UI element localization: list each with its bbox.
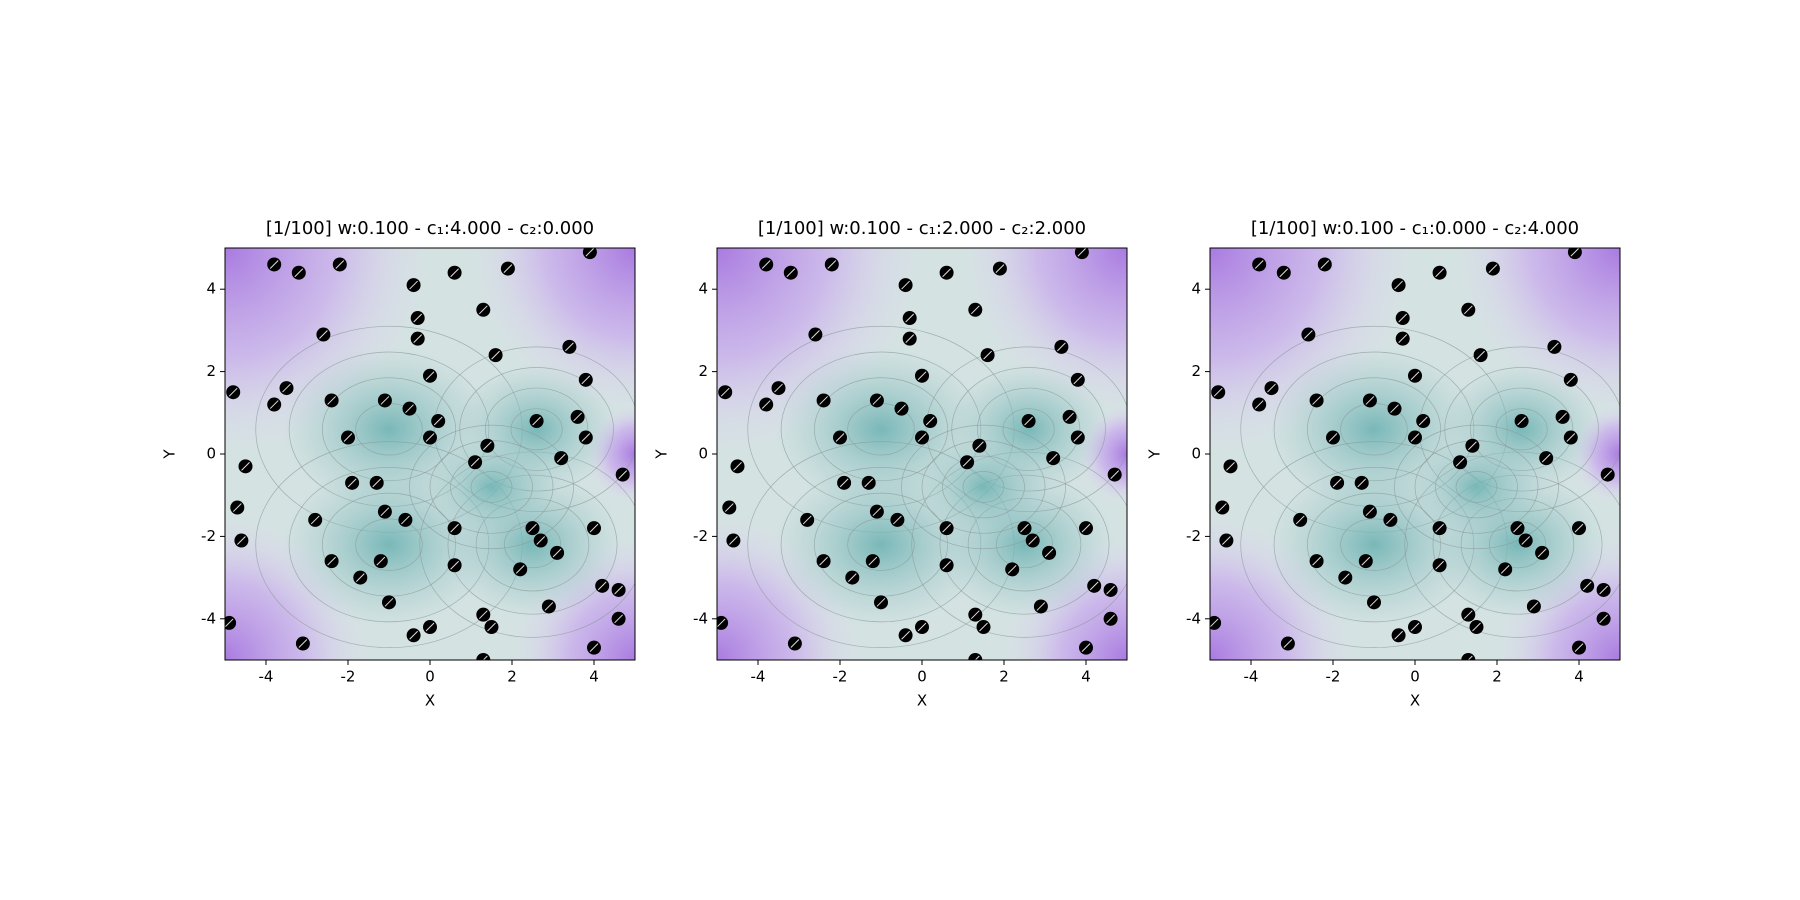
- x-tick-label: 0: [425, 668, 435, 686]
- x-tick-label: -4: [259, 668, 274, 686]
- landscape-high: [1456, 248, 1620, 413]
- x-tick-label: -2: [341, 668, 356, 686]
- y-tick-label: 0: [206, 445, 216, 463]
- contour-line: [355, 518, 423, 571]
- particle: [1461, 653, 1476, 660]
- y-tick-label: -2: [201, 527, 216, 545]
- contour-line: [450, 455, 533, 519]
- contour-line: [409, 424, 574, 550]
- x-tick-label: -4: [1244, 668, 1259, 686]
- x-axis-label: X: [1410, 692, 1420, 710]
- chart-title: [1/100] w:0.100 - c₁:4.000 - c₂:0.000: [266, 218, 594, 239]
- y-axis-label: Y: [1146, 449, 1164, 460]
- y-tick-label: -2: [693, 527, 708, 545]
- particle: [1567, 248, 1582, 260]
- contour-line: [1435, 455, 1518, 519]
- y-tick-label: 2: [698, 362, 708, 380]
- y-tick-label: 4: [698, 280, 708, 298]
- panel: [225, 248, 635, 660]
- landscape-high: [225, 515, 369, 660]
- landscape-low: [917, 437, 1050, 537]
- particle: [717, 615, 729, 630]
- y-tick-label: -4: [1186, 609, 1201, 627]
- particle: [225, 615, 237, 630]
- contour-line: [942, 455, 1025, 519]
- y-tick-label: -4: [201, 609, 216, 627]
- x-axis-label: X: [425, 692, 435, 710]
- particle: [582, 248, 597, 260]
- x-tick-label: 4: [589, 668, 599, 686]
- chart-title: [1/100] w:0.100 - c₁:0.000 - c₂:4.000: [1251, 218, 1579, 239]
- landscape-low: [425, 437, 558, 537]
- x-tick-label: -2: [833, 668, 848, 686]
- contour-line: [901, 424, 1066, 550]
- y-tick-label: 2: [206, 362, 216, 380]
- x-tick-label: -4: [751, 668, 766, 686]
- contour-line: [1455, 471, 1498, 503]
- panel: [717, 248, 1127, 660]
- y-tick-label: -4: [693, 609, 708, 627]
- landscape-high: [471, 248, 635, 413]
- contour-line: [510, 408, 563, 451]
- x-tick-label: 0: [1410, 668, 1420, 686]
- y-tick-label: 0: [1191, 445, 1201, 463]
- contour-line: [1340, 518, 1408, 571]
- panel: [1210, 248, 1620, 660]
- landscape-high: [1210, 515, 1354, 660]
- particle: [1210, 615, 1222, 630]
- contour-line: [962, 471, 1005, 503]
- x-tick-label: 2: [1492, 668, 1502, 686]
- particle: [1074, 248, 1089, 260]
- x-tick-label: 0: [917, 668, 927, 686]
- y-axis-label: Y: [653, 449, 671, 460]
- y-tick-label: -2: [1186, 527, 1201, 545]
- contour-line: [1002, 408, 1055, 451]
- landscape-high: [963, 248, 1127, 413]
- contour-line: [470, 471, 513, 503]
- contour-line: [1394, 424, 1559, 550]
- y-tick-label: 4: [206, 280, 216, 298]
- x-tick-label: 2: [507, 668, 517, 686]
- x-tick-label: 2: [999, 668, 1009, 686]
- particle: [968, 653, 983, 660]
- y-tick-label: 0: [698, 445, 708, 463]
- particle: [476, 653, 491, 660]
- landscape-high: [717, 515, 861, 660]
- x-axis-label: X: [917, 692, 927, 710]
- contour-line: [847, 518, 915, 571]
- landscape-low: [1410, 437, 1543, 537]
- chart-title: [1/100] w:0.100 - c₁:2.000 - c₂:2.000: [758, 218, 1086, 239]
- y-tick-label: 4: [1191, 280, 1201, 298]
- x-tick-label: 4: [1081, 668, 1091, 686]
- contour-line: [1495, 408, 1548, 451]
- y-tick-label: 2: [1191, 362, 1201, 380]
- x-tick-label: -2: [1326, 668, 1341, 686]
- y-axis-label: Y: [161, 449, 179, 460]
- x-tick-label: 4: [1574, 668, 1584, 686]
